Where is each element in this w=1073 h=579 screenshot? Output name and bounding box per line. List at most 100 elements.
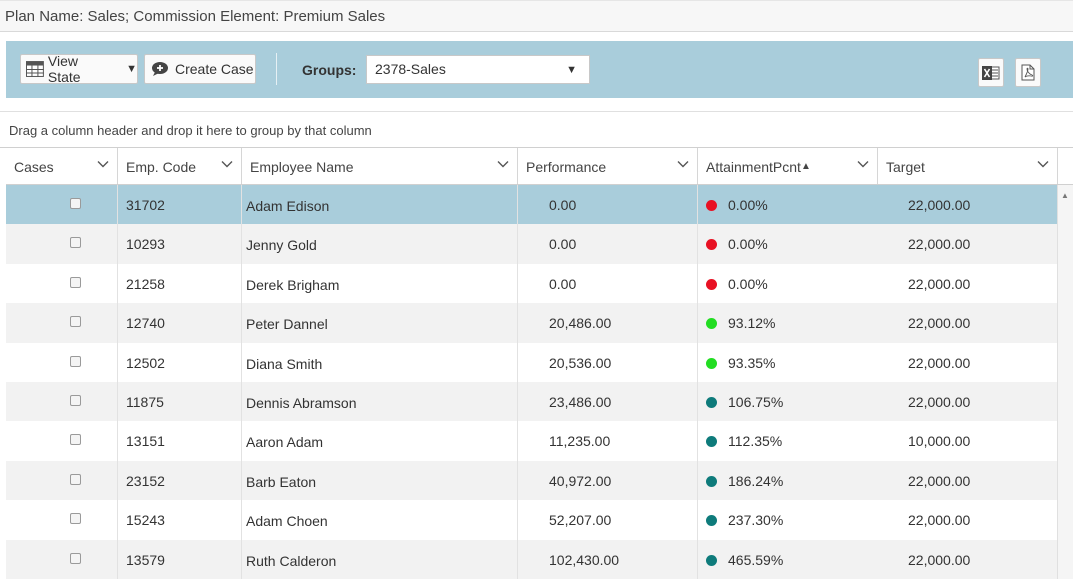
- attainment-cell: 93.35%: [698, 343, 878, 382]
- table-row[interactable]: 11875 Dennis Abramson 23,486.00 106.75% 22,0…: [6, 381, 1057, 422]
- performance-cell: 0.00: [518, 224, 698, 264]
- vertical-scrollbar[interactable]: ▲: [1057, 185, 1073, 579]
- target-cell: 22,000.00: [878, 461, 1057, 500]
- emp-code-cell: 13579: [118, 539, 242, 579]
- column-header-label: Cases: [14, 159, 54, 175]
- groups-dropdown[interactable]: 2378-Sales ▼: [366, 55, 590, 84]
- target-value: 22,000.00: [908, 315, 971, 332]
- attainment-cell: 465.59%: [698, 540, 878, 579]
- export-pdf-button[interactable]: [1015, 58, 1041, 87]
- case-checkbox[interactable]: [70, 276, 81, 288]
- table-row[interactable]: 12502 Diana Smith 20,536.00 93.35% 22,000.00: [6, 342, 1057, 382]
- case-checkbox[interactable]: [70, 198, 81, 209]
- pdf-icon: [1021, 64, 1035, 81]
- employee-name-value: Dennis Abramson: [246, 394, 357, 411]
- attainment-value: 0.00%: [728, 275, 768, 292]
- emp-code-value: 23152: [126, 472, 165, 489]
- case-checkbox[interactable]: [70, 552, 81, 564]
- status-dot-icon: [706, 239, 717, 251]
- sort-ascending-icon: ▲: [801, 161, 811, 172]
- chevron-down-icon[interactable]: [97, 158, 109, 170]
- column-header-performance[interactable]: Performance: [518, 148, 698, 184]
- employee-name-value: Adam Choen: [246, 513, 328, 530]
- column-header-employee-name[interactable]: Employee Name: [242, 148, 518, 184]
- chevron-down-icon[interactable]: [1037, 158, 1049, 170]
- attainment-value: 0.00%: [728, 236, 768, 253]
- table-row[interactable]: 15243 Adam Choen 52,207.00 237.30% 22,000.00: [6, 500, 1057, 540]
- table-row[interactable]: 13151 Aaron Adam 11,235.00 112.35% 10,000.00: [6, 421, 1057, 461]
- case-checkbox[interactable]: [70, 237, 81, 249]
- target-value: 22,000.00: [908, 551, 971, 568]
- cases-cell: [6, 185, 118, 225]
- emp-code-value: 13151: [126, 433, 165, 450]
- employee-name-value: Derek Brigham: [246, 276, 340, 293]
- attainment-cell: 186.24%: [698, 461, 878, 500]
- export-excel-button[interactable]: [978, 58, 1004, 87]
- cases-cell: [6, 539, 118, 579]
- case-checkbox[interactable]: [70, 355, 81, 367]
- performance-cell: 20,536.00: [518, 342, 698, 382]
- status-dot-icon: [706, 278, 717, 290]
- case-checkbox[interactable]: [70, 316, 81, 328]
- column-header-label: Employee Name: [250, 159, 354, 175]
- column-header-label: Emp. Code: [126, 159, 197, 175]
- case-checkbox[interactable]: [70, 394, 81, 406]
- chevron-down-icon[interactable]: [857, 158, 869, 170]
- scroll-up-icon[interactable]: ▲: [1061, 191, 1069, 200]
- emp-code-cell: 23152: [118, 460, 242, 501]
- column-header-cases[interactable]: Cases: [6, 148, 118, 184]
- target-value: 22,000.00: [908, 236, 971, 253]
- case-checkbox[interactable]: [70, 434, 81, 446]
- target-value: 22,000.00: [908, 354, 971, 371]
- performance-cell: 23,486.00: [518, 381, 698, 422]
- column-header-emp-code[interactable]: Emp. Code: [118, 148, 242, 184]
- view-state-button[interactable]: View State ▼: [20, 53, 138, 85]
- chevron-down-icon[interactable]: [221, 158, 233, 170]
- create-case-button[interactable]: Create Case: [144, 54, 256, 84]
- employee-name-cell: Derek Brigham: [242, 263, 518, 304]
- column-header-label: Target: [886, 159, 925, 175]
- target-cell: 22,000.00: [878, 185, 1057, 224]
- emp-code-value: 15243: [126, 512, 165, 529]
- case-checkbox[interactable]: [70, 513, 81, 525]
- cases-cell: [6, 303, 118, 343]
- attainment-value: 112.35%: [728, 433, 783, 450]
- excel-icon: [982, 65, 1000, 80]
- emp-code-value: 21258: [126, 275, 165, 292]
- employee-name-cell: Peter Dannel: [242, 303, 518, 343]
- attainment-cell: 0.00%: [698, 185, 878, 224]
- column-header-label: Performance: [526, 159, 607, 175]
- table-row[interactable]: 13579 Ruth Calderon 102,430.00 465.59% 22,00…: [6, 539, 1057, 579]
- grid-table-icon: [26, 61, 44, 77]
- attainment-value: 237.30%: [728, 512, 784, 529]
- target-cell: 22,000.00: [878, 500, 1057, 539]
- toolbar: View State ▼ Create Case Groups: 2378-Sa…: [6, 41, 1073, 98]
- chevron-down-icon[interactable]: [677, 158, 689, 170]
- caret-down-icon: ▼: [566, 64, 577, 76]
- column-header-attainment-pcnt[interactable]: AttainmentPcnt ▲: [698, 148, 878, 184]
- table-row[interactable]: 21258 Derek Brigham 0.00 0.00% 22,000.00: [6, 263, 1057, 304]
- table-row[interactable]: 23152 Barb Eaton 40,972.00 186.24% 22,000.00: [6, 460, 1057, 501]
- performance-cell: 0.00: [518, 263, 698, 304]
- grid-header: Cases Emp. Code Employee Name Performanc…: [6, 148, 1073, 185]
- target-value: 22,000.00: [908, 472, 971, 489]
- table-row[interactable]: 12740 Peter Dannel 20,486.00 93.12% 22,000.0…: [6, 303, 1057, 343]
- table-row[interactable]: 31702 Adam Edison 0.00 0.00% 22,000.00: [6, 185, 1057, 225]
- table-row[interactable]: 10293 Jenny Gold 0.00 0.00% 22,000.00: [6, 224, 1057, 264]
- emp-code-value: 11875: [126, 393, 164, 410]
- target-cell: 22,000.00: [878, 224, 1057, 263]
- status-dot-icon: [706, 436, 717, 448]
- cases-cell: [6, 263, 118, 304]
- employee-name-value: Aaron Adam: [246, 434, 324, 451]
- group-drop-panel[interactable]: Drag a column header and drop it here to…: [0, 111, 1073, 148]
- target-cell: 22,000.00: [878, 303, 1057, 342]
- performance-value: 20,536.00: [549, 354, 612, 371]
- attainment-value: 186.24%: [728, 472, 784, 489]
- target-value: 10,000.00: [908, 433, 971, 450]
- plan-title-bar: Plan Name: Sales; Commission Element: Pr…: [0, 0, 1073, 32]
- case-checkbox[interactable]: [70, 473, 81, 485]
- attainment-cell: 112.35%: [698, 421, 878, 460]
- column-header-target[interactable]: Target: [878, 148, 1058, 184]
- chevron-down-icon[interactable]: [497, 158, 509, 170]
- caret-down-icon: ▼: [126, 63, 137, 75]
